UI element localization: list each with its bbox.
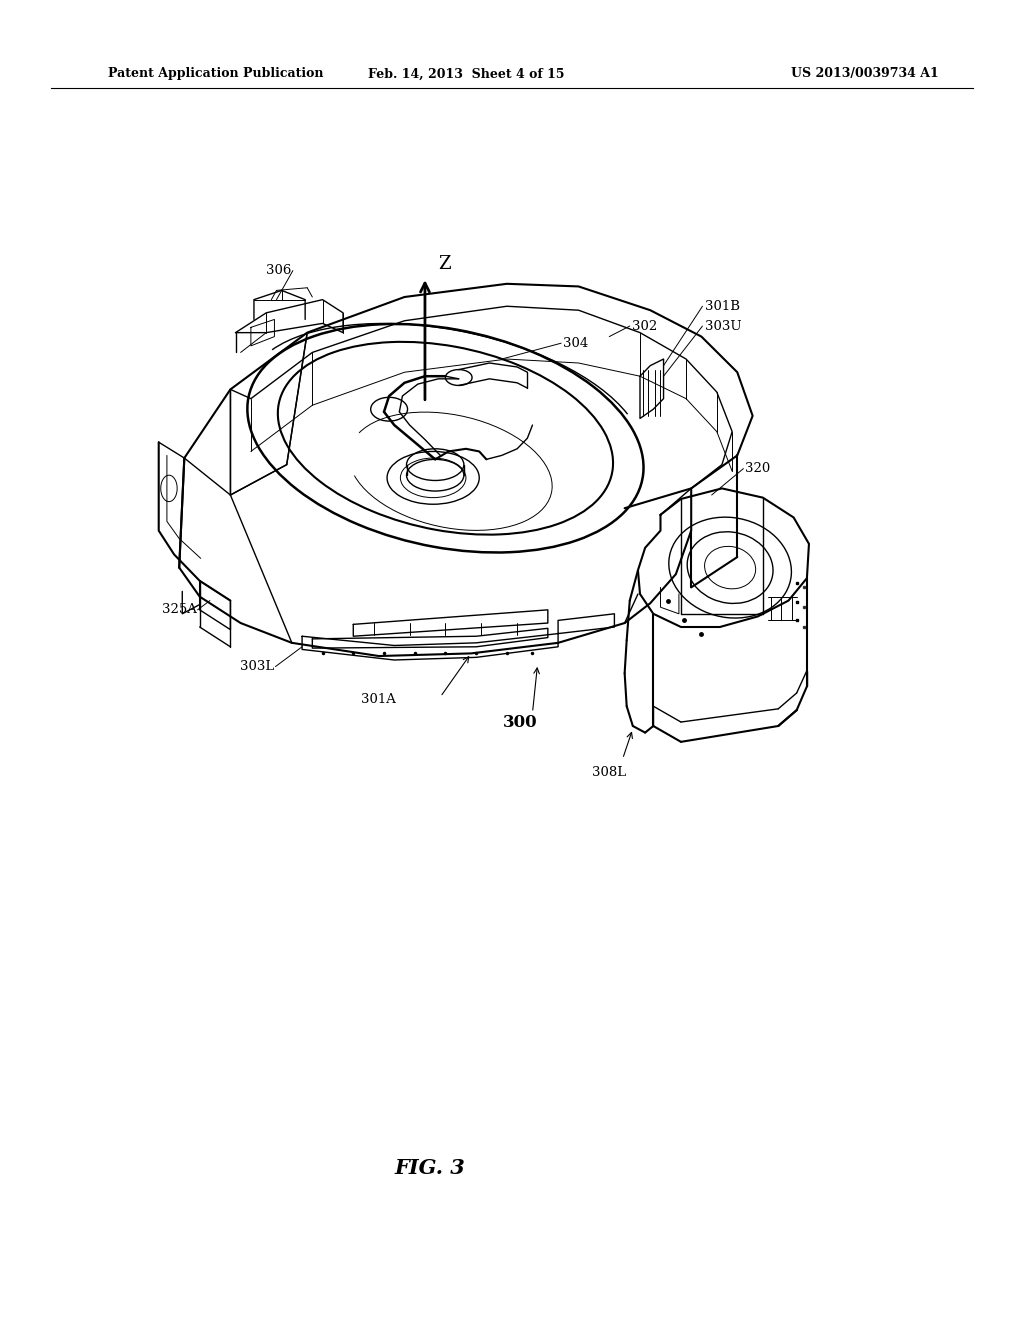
Text: 306: 306 [266, 264, 292, 277]
Text: Feb. 14, 2013  Sheet 4 of 15: Feb. 14, 2013 Sheet 4 of 15 [368, 67, 564, 81]
Text: Z: Z [438, 255, 451, 273]
Text: FIG. 3: FIG. 3 [394, 1158, 466, 1179]
Text: 300: 300 [503, 714, 538, 730]
Text: 302: 302 [632, 319, 657, 333]
Text: 325A: 325A [162, 603, 197, 616]
Text: 303L: 303L [241, 660, 274, 673]
Text: US 2013/0039734 A1: US 2013/0039734 A1 [792, 67, 939, 81]
Text: 301A: 301A [361, 693, 396, 706]
Text: 308L: 308L [592, 766, 627, 779]
Text: 303U: 303U [705, 319, 741, 333]
Text: Patent Application Publication: Patent Application Publication [108, 67, 323, 81]
Text: 304: 304 [563, 337, 589, 350]
Text: 320: 320 [745, 462, 771, 475]
Text: 301B: 301B [705, 300, 739, 313]
